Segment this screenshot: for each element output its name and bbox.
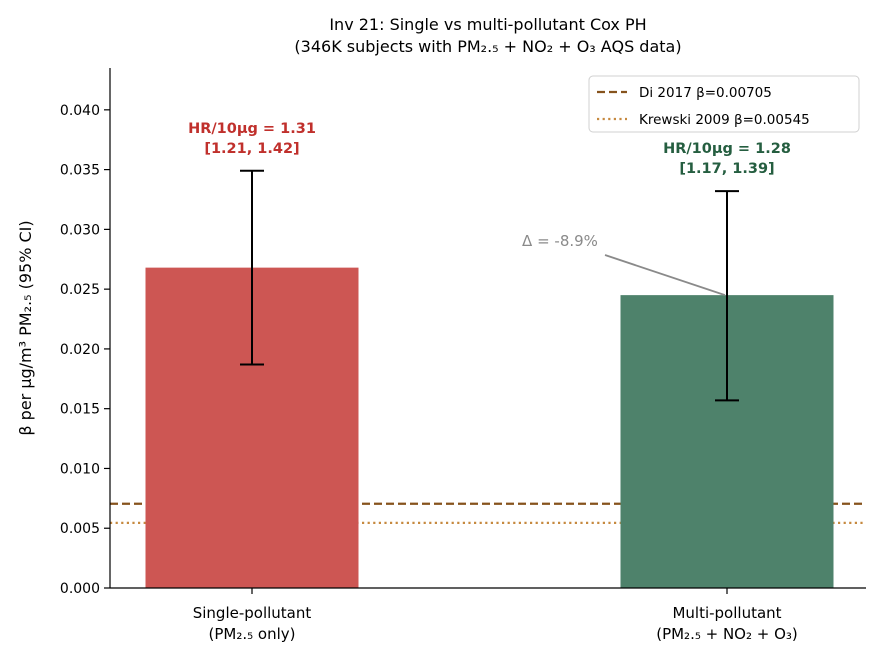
y-tick-label-3: 0.015 [60, 402, 100, 418]
legend: Di 2017 β=0.00705 Krewski 2009 β=0.00545 [588, 75, 860, 133]
y-tick-label-6: 0.030 [60, 222, 100, 238]
x-tick-sublabel-1: (PM₂.₅ only) [209, 625, 296, 643]
bar-labels: HR/10μg = 1.31 [1.21, 1.42] HR/10μg = 1.28… [188, 121, 791, 177]
legend-box [588, 75, 860, 133]
y-tick-label-0: 0.000 [60, 581, 100, 597]
y-tick-label-1: 0.005 [60, 521, 100, 537]
axes: 0.000 0.005 0.010 0.015 0.020 0.025 0.030 0.035… [16, 68, 866, 643]
hr-label-1: HR/10μg = 1.31 [188, 121, 316, 137]
ci-label-2: [1.17, 1.39] [679, 161, 774, 177]
bars [145, 267, 834, 588]
annotation-arrow [604, 254, 726, 296]
y-axis-label: β per μg/m³ PM₂.₅ (95% CI) [16, 220, 35, 435]
chart-subtitle: (346K subjects with PM₂.₅ + NO₂ + O₃ AQS… [294, 37, 681, 56]
y-tick-label-8: 0.040 [60, 103, 100, 119]
y-tick-label-4: 0.020 [60, 342, 100, 358]
chart-titles: Inv 21: Single vs multi-pollutant Cox PH… [294, 15, 681, 56]
ci-label-1: [1.21, 1.42] [204, 141, 299, 157]
legend-label-2: Krewski 2009 β=0.00545 [639, 112, 810, 128]
x-tick-label-2: Multi-pollutant [672, 604, 781, 622]
x-tick-label-1: Single-pollutant [193, 604, 312, 622]
y-tick-label-2: 0.010 [60, 461, 100, 477]
annotation: Δ = -8.9% [522, 232, 726, 296]
annotation-text: Δ = -8.9% [522, 232, 598, 250]
hr-label-2: HR/10μg = 1.28 [663, 141, 791, 157]
legend-label-1: Di 2017 β=0.00705 [639, 85, 772, 101]
y-tick-label-5: 0.025 [60, 282, 100, 298]
y-tick-label-7: 0.035 [60, 163, 100, 179]
x-tick-sublabel-2: (PM₂.₅ + NO₂ + O₃) [656, 625, 798, 643]
error-bars [240, 169, 739, 402]
chart-title: Inv 21: Single vs multi-pollutant Cox PH [329, 15, 646, 34]
